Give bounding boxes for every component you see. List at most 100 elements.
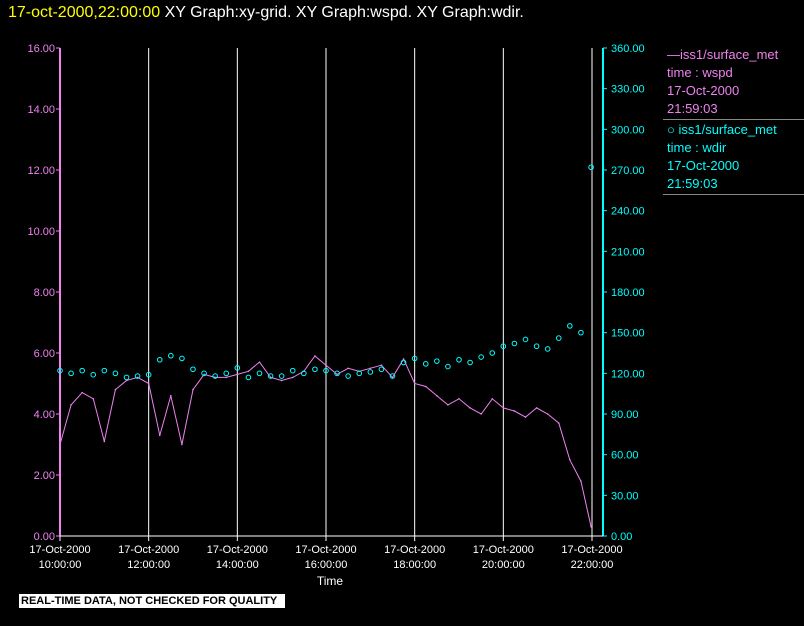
wdir-point — [312, 366, 318, 373]
wspd-point — [203, 373, 205, 376]
right-tick-label: 240.00 — [611, 206, 645, 218]
wspd-point — [225, 376, 228, 379]
x-tick-date: 17-Oct-2000 — [207, 544, 268, 556]
wdir-point — [90, 371, 97, 378]
wspd-point — [258, 361, 261, 363]
wdir-point — [500, 343, 507, 350]
right-tick-label: 210.00 — [611, 246, 645, 258]
page-header: 17-oct-2000,22:00:00 XY Graph:xy-grid. X… — [8, 4, 524, 22]
wdir-point — [478, 354, 484, 360]
wspd-point — [557, 422, 560, 424]
wdir-point — [356, 370, 363, 377]
wspd-point — [136, 376, 139, 379]
quality-warning: REAL-TIME DATA, NOT CHECKED FOR QUALITY — [19, 594, 286, 608]
wdir-point — [278, 373, 285, 379]
x-tick-time: 10:00:00 — [39, 559, 82, 571]
legend-wspd-variable: time : wspd — [667, 65, 733, 80]
right-tick-label: 150.00 — [611, 328, 645, 340]
wspd-point — [424, 385, 427, 388]
wdir-point — [223, 370, 230, 377]
right-tick-label: 30.00 — [611, 490, 639, 502]
wdir-point — [434, 358, 440, 364]
wspd-point — [59, 443, 61, 446]
wspd-point — [413, 382, 416, 385]
wdir-point — [400, 359, 407, 366]
x-tick-time: 20:00:00 — [482, 559, 525, 571]
legend-wspd-name: —iss1/surface_met — [667, 47, 779, 62]
wspd-point — [580, 480, 582, 482]
wspd-point — [336, 373, 338, 376]
right-tick-label: 120.00 — [611, 368, 645, 380]
wdir-point — [578, 329, 584, 336]
wspd-point — [70, 404, 72, 406]
wdir-point — [267, 373, 274, 379]
wdir-point — [334, 370, 340, 377]
wdir-point — [79, 367, 85, 374]
wspd-point — [170, 394, 172, 397]
x-axis: 17-Oct-2000 10:00:00 17-Oct-2000 12:00:00 17… — [29, 535, 623, 571]
header-graph-titles: XY Graph:xy-grid. XY Graph:wspd. XY Grap… — [164, 4, 524, 21]
x-tick-date: 17-Oct-2000 — [561, 544, 622, 556]
wspd-point — [103, 440, 106, 443]
wdir-point — [168, 352, 174, 359]
wdir-point — [567, 323, 573, 329]
legend-wdir-name: ○ iss1/surface_met — [667, 122, 777, 137]
wdir-point — [411, 355, 418, 362]
wspd-point — [569, 458, 571, 461]
x-tick-date: 17-Oct-2000 — [473, 544, 534, 556]
wdir-point — [533, 343, 540, 350]
wspd-point — [447, 404, 449, 406]
right-tick-label: 360.00 — [611, 43, 645, 55]
legend: —iss1/surface_met time : wspd 17-Oct-200… — [663, 46, 804, 196]
wspd-point — [402, 358, 405, 360]
left-y-axis: 0.00 2.00 4.00 6.00 8.00 10.00 12.00 14.00 16.00 — [27, 43, 61, 543]
legend-wdir-variable: time : wdir — [667, 140, 727, 155]
left-tick-label: 16.00 — [27, 43, 55, 55]
legend-wdir-time: 21:59:03 — [667, 176, 718, 191]
wspd-point — [436, 394, 438, 397]
wdir-point — [323, 367, 329, 374]
wspd-point — [280, 379, 283, 382]
wdir-point — [123, 374, 130, 381]
wspd-point — [380, 364, 383, 367]
wspd-point — [535, 407, 538, 409]
legend-wdir-date: 17-Oct-2000 — [667, 158, 740, 173]
wdir-point — [57, 367, 63, 374]
line-swatch-icon: — — [667, 47, 680, 62]
x-tick-time: 16:00:00 — [305, 559, 348, 571]
wdir-point — [378, 366, 385, 373]
wdir-point — [245, 374, 252, 381]
left-tick-label: 2.00 — [34, 470, 55, 482]
wspd-point — [114, 388, 117, 391]
right-tick-label: 300.00 — [611, 124, 645, 136]
wdir-point — [511, 340, 518, 347]
left-tick-label: 10.00 — [27, 226, 55, 238]
wspd-point — [325, 364, 327, 367]
wspd-point — [391, 376, 394, 379]
right-tick-label: 180.00 — [611, 287, 645, 299]
left-tick-label: 6.00 — [34, 348, 55, 360]
wspd-point — [369, 367, 372, 370]
wspd-point — [214, 376, 216, 379]
wdir-point — [389, 373, 396, 379]
wspd-point — [458, 397, 460, 400]
wdir-point — [489, 350, 496, 356]
wdir-point — [134, 373, 141, 379]
x-tick-time: 22:00:00 — [571, 559, 614, 571]
wdir-series — [57, 164, 594, 381]
legend-divider — [663, 119, 804, 120]
wspd-point — [147, 382, 150, 385]
wspd-point — [92, 397, 95, 400]
wspd-point — [192, 388, 194, 391]
wspd-point — [469, 407, 471, 409]
wdir-point — [588, 164, 594, 171]
x-tick-date: 17-Oct-2000 — [384, 544, 445, 556]
right-tick-label: 60.00 — [611, 450, 639, 462]
wspd-point — [513, 410, 516, 412]
wdir-point — [190, 366, 196, 373]
legend-divider — [663, 194, 804, 195]
x-tick-time: 18:00:00 — [393, 559, 436, 571]
right-tick-label: 90.00 — [611, 409, 639, 421]
wspd-point — [158, 434, 161, 437]
left-tick-label: 8.00 — [34, 287, 55, 299]
